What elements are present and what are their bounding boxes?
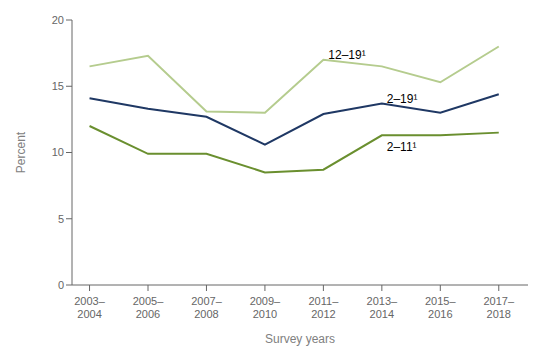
svg-text:0: 0 <box>58 279 64 291</box>
svg-text:2–11¹: 2–11¹ <box>387 140 417 154</box>
svg-text:2013–2014: 2013–2014 <box>367 295 398 320</box>
svg-text:2005–2006: 2005–2006 <box>133 295 164 320</box>
svg-text:2003–2004: 2003–2004 <box>74 295 105 320</box>
svg-text:2007–2008: 2007–2008 <box>191 295 222 320</box>
svg-text:Survey years: Survey years <box>265 332 335 346</box>
svg-text:2011–2012: 2011–2012 <box>308 295 339 320</box>
svg-text:10: 10 <box>52 146 64 158</box>
svg-text:15: 15 <box>52 80 64 92</box>
svg-text:2–19¹: 2–19¹ <box>387 92 418 106</box>
svg-text:Percent: Percent <box>14 131 28 173</box>
svg-text:5: 5 <box>58 213 64 225</box>
svg-text:2017–2018: 2017–2018 <box>483 295 514 320</box>
svg-text:20: 20 <box>52 14 64 26</box>
svg-text:2015–2016: 2015–2016 <box>425 295 456 320</box>
svg-text:2009–2010: 2009–2010 <box>250 295 281 320</box>
svg-text:12–19¹: 12–19¹ <box>328 48 365 62</box>
